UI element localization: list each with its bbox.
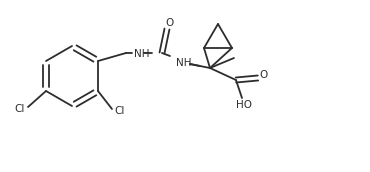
- Text: Cl: Cl: [15, 104, 25, 114]
- Text: O: O: [166, 18, 174, 28]
- Text: Cl: Cl: [115, 106, 125, 116]
- Text: NH: NH: [176, 58, 192, 68]
- Text: NH: NH: [134, 49, 150, 59]
- Text: O: O: [260, 70, 268, 80]
- Text: HO: HO: [236, 100, 252, 110]
